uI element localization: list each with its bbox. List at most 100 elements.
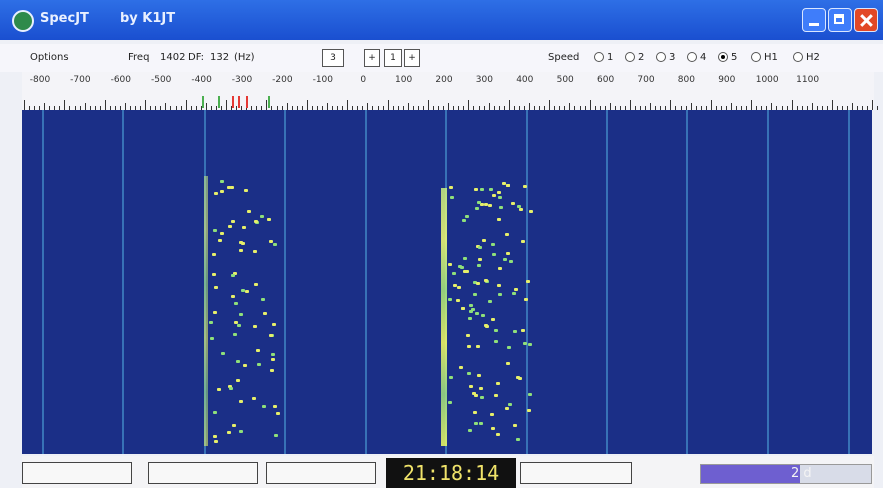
signal-dot xyxy=(462,257,467,261)
waterfall-gridline xyxy=(365,110,367,454)
close-button[interactable] xyxy=(854,8,878,32)
scale-tick xyxy=(79,106,81,110)
signal-dot xyxy=(231,423,236,427)
speed-radio-5[interactable] xyxy=(718,52,728,62)
maximize-button[interactable] xyxy=(828,8,852,32)
scale-tick xyxy=(589,100,591,110)
signal-dot xyxy=(456,286,461,290)
scale-tick xyxy=(422,106,424,110)
signal-dot xyxy=(522,185,527,189)
signal-dot xyxy=(462,270,467,274)
speed-radio-1[interactable] xyxy=(594,52,604,62)
scale-tick xyxy=(352,106,354,110)
scale-tick xyxy=(256,106,258,110)
scale-tick xyxy=(291,106,293,110)
scale-tick xyxy=(609,103,611,110)
scale-tick xyxy=(862,106,864,110)
signal-dot xyxy=(448,298,452,302)
signal-dot xyxy=(239,430,244,434)
scale-label: 800 xyxy=(677,75,695,85)
app-icon xyxy=(12,10,34,32)
scale-tick xyxy=(367,103,369,110)
signal-dot xyxy=(529,210,534,214)
signal-dot xyxy=(226,186,231,190)
scale-tick xyxy=(286,103,288,110)
signal-dot xyxy=(518,208,523,212)
signal-dot xyxy=(226,430,231,434)
scale-tick xyxy=(417,106,419,110)
signal-dot xyxy=(214,192,219,196)
minimize-button[interactable] xyxy=(802,8,826,32)
window-author: by K1JT xyxy=(120,11,176,26)
scale-label: 1000 xyxy=(755,75,779,85)
stepper-down-button[interactable]: + xyxy=(404,49,420,67)
scale-tick xyxy=(362,106,364,110)
speed-radio-4[interactable] xyxy=(687,52,697,62)
signal-dot xyxy=(213,434,218,438)
signal-dot xyxy=(484,279,489,283)
signal-dot xyxy=(262,311,267,315)
scale-tick xyxy=(529,103,530,110)
signal-dot xyxy=(465,333,470,337)
frequency-scale[interactable]: -800 -700 -600 -500 -400 -300 -200 -100 0 100 200 3… xyxy=(22,72,883,110)
signal-dot xyxy=(230,273,235,277)
signal-dot xyxy=(273,434,278,438)
stepper-value[interactable]: 1 xyxy=(384,49,402,67)
scale-tick xyxy=(251,106,253,110)
scale-tick xyxy=(170,106,172,110)
signal-dot xyxy=(476,264,481,268)
speed-radio-3[interactable] xyxy=(656,52,666,62)
signal-dot xyxy=(214,285,219,289)
scale-tick xyxy=(741,106,743,110)
signal-dot xyxy=(230,294,235,298)
status-field-2 xyxy=(148,462,258,484)
scale-tick xyxy=(135,106,137,110)
scale-tick xyxy=(180,106,182,110)
scale-tick xyxy=(801,106,803,110)
scale-tick xyxy=(453,106,455,110)
signal-dot xyxy=(473,421,478,425)
signal-dot xyxy=(252,325,257,329)
scale-tick xyxy=(695,106,697,110)
waterfall-display[interactable] xyxy=(22,110,872,454)
scale-tick xyxy=(99,106,101,110)
signal-dot xyxy=(477,245,482,249)
signal-dot xyxy=(498,196,503,200)
speed-radio-h1[interactable] xyxy=(751,52,761,62)
signal-dot xyxy=(468,384,473,388)
scale-tick xyxy=(130,106,132,110)
signal-dot xyxy=(523,342,528,346)
scale-tick xyxy=(387,100,389,110)
signal-dot xyxy=(242,226,247,230)
scale-tick xyxy=(327,103,328,110)
signal-dot xyxy=(513,330,518,334)
df-unit: (Hz) xyxy=(234,52,255,63)
signal-dot xyxy=(516,204,521,208)
waterfall-gridline xyxy=(284,110,286,454)
signal-dot xyxy=(503,257,508,261)
signal-dot xyxy=(510,201,515,205)
signal-dot xyxy=(236,378,241,382)
scale-tick xyxy=(483,106,485,110)
signal-dot xyxy=(491,318,496,322)
speed-radio-h2[interactable] xyxy=(793,52,803,62)
scale-tick xyxy=(165,103,167,110)
signal-dot xyxy=(458,265,462,269)
scale-label: 200 xyxy=(435,75,453,85)
scale-tick xyxy=(215,106,217,110)
scale-tick xyxy=(64,100,66,110)
scale-tick xyxy=(847,106,849,110)
speed-radio-2[interactable] xyxy=(625,52,635,62)
scale-tick xyxy=(160,106,162,110)
scale-tick xyxy=(796,106,798,110)
stepper-up-button[interactable]: + xyxy=(364,49,380,67)
scale-tick xyxy=(781,106,783,110)
scale-tick xyxy=(428,100,429,110)
scale-tick xyxy=(705,106,707,110)
scale-marker xyxy=(246,96,248,108)
options-menu[interactable]: Options xyxy=(30,52,69,63)
value-field[interactable]: 3 xyxy=(322,49,344,67)
scale-tick xyxy=(746,106,748,110)
signal-dot xyxy=(272,405,277,409)
signal-trace xyxy=(441,188,447,446)
